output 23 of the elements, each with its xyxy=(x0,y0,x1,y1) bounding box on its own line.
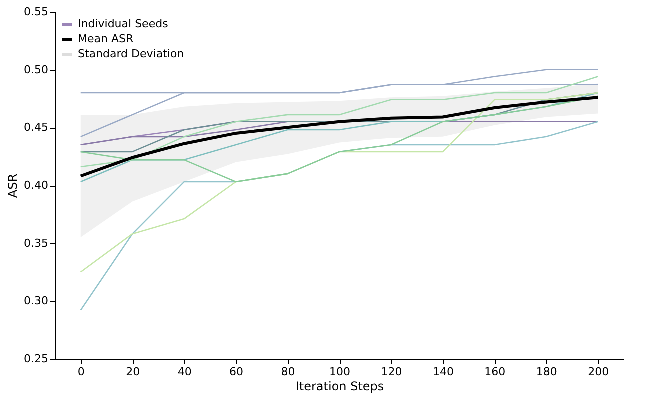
y-tick-label: 0.40 xyxy=(24,179,48,192)
x-tick-label: 180 xyxy=(536,366,558,378)
x-tick-label: 160 xyxy=(484,366,506,378)
x-tick-label: 0 xyxy=(78,366,85,378)
x-tick-label: 100 xyxy=(330,366,350,378)
annotation: Standard Deviation xyxy=(78,48,184,60)
y-tick-label: 0.50 xyxy=(24,63,48,76)
y-tick-label: 0.30 xyxy=(24,294,48,308)
x-tick-label: 60 xyxy=(230,366,244,378)
y-axis-title: ASR xyxy=(6,174,20,198)
x-tick-label: 200 xyxy=(588,366,610,378)
y-tick-label: 0.35 xyxy=(24,236,48,250)
legend-label: Mean ASR xyxy=(78,32,134,46)
x-tick-label: 140 xyxy=(432,366,454,378)
y-tick-label: 0.55 xyxy=(24,6,48,18)
legend-label: Individual Seeds xyxy=(78,18,169,30)
y-tick-label: 0.25 xyxy=(24,352,48,366)
x-axis-title: Iteration Steps xyxy=(296,380,384,394)
x-tick-label: 80 xyxy=(281,366,296,378)
x-tick-label: 120 xyxy=(381,366,402,378)
x-tick-label: 40 xyxy=(178,366,192,378)
x-tick-label: 20 xyxy=(126,366,140,378)
y-tick-label: 0.45 xyxy=(24,121,48,134)
